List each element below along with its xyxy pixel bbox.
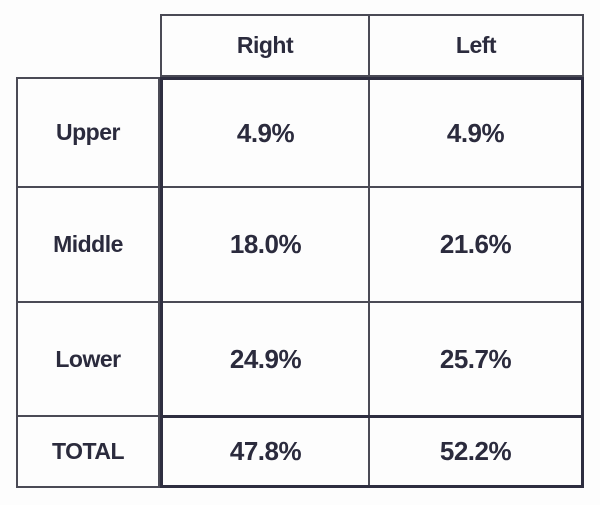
row-label-total: TOTAL	[51, 438, 125, 464]
cell-total-right: 47.8%	[163, 418, 370, 485]
cell-upper-right: 4.9%	[163, 80, 370, 188]
data-grid: 4.9% 4.9% 18.0% 21.6% 24.9% 25.7%	[160, 77, 584, 418]
row-label-upper: Upper	[18, 79, 158, 188]
cell-middle-right: 18.0%	[163, 188, 370, 303]
column-header-right: Right	[162, 16, 370, 75]
cell-total-left: 52.2%	[439, 436, 512, 466]
cell-upper-left: 4.9%	[370, 80, 581, 188]
cell-lower-left: 25.7%	[439, 343, 512, 374]
column-header-row: Right Left	[160, 14, 584, 77]
total-row: 47.8% 52.2%	[160, 415, 584, 488]
cell-middle-left: 21.6%	[370, 188, 581, 303]
cell-lower-right: 24.9%	[163, 303, 370, 415]
column-header-left: Left	[455, 32, 497, 58]
row-label-lower: Lower	[18, 303, 158, 417]
row-label-middle: Middle	[18, 188, 158, 303]
row-label-column: Upper Middle Lower TOTAL	[16, 77, 160, 488]
